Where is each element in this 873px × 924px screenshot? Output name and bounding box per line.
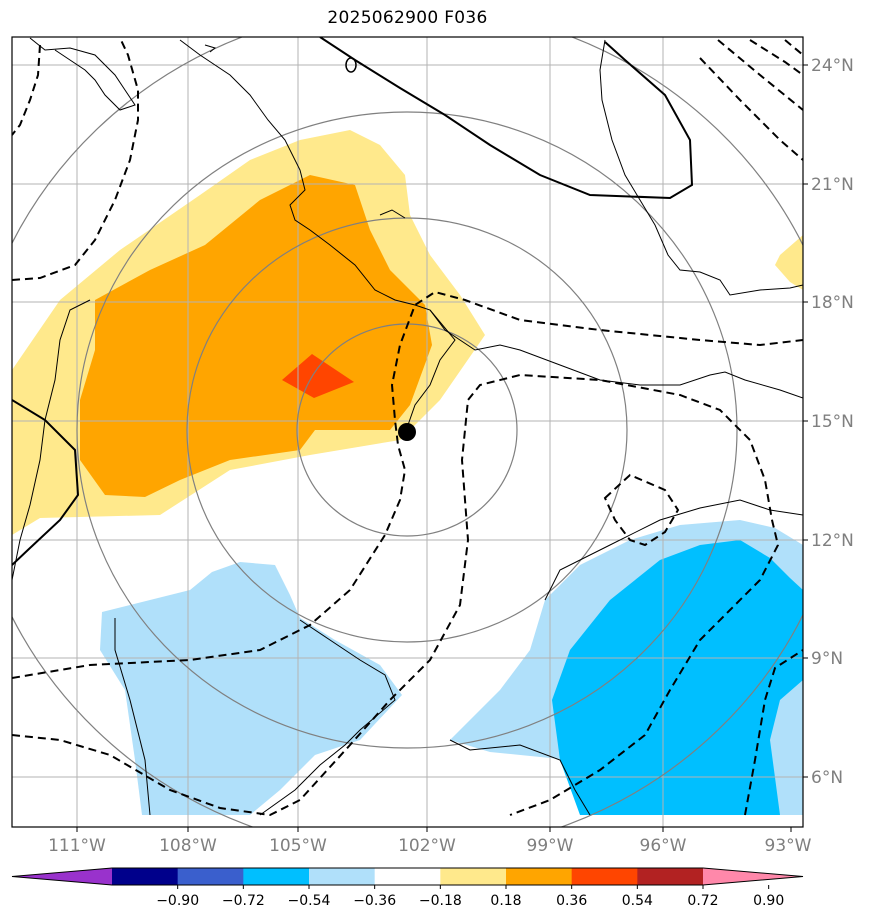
colorbar-segment bbox=[440, 868, 507, 885]
lat-tick-marks bbox=[803, 64, 808, 778]
lon-label: 93°W bbox=[765, 836, 812, 856]
colorbar-extend-low bbox=[12, 868, 112, 885]
lat-label: 12°N bbox=[811, 531, 854, 551]
dashed-contours bbox=[12, 37, 803, 817]
colorbar-segment bbox=[506, 868, 573, 885]
lon-labels: 111°W 108°W 105°W 102°W 99°W 96°W 93°W bbox=[48, 836, 812, 856]
colorbar-segment bbox=[571, 868, 638, 885]
lon-label: 99°W bbox=[527, 836, 574, 856]
plot-area bbox=[12, 37, 803, 827]
lon-label: 96°W bbox=[640, 836, 687, 856]
plot-frame bbox=[11, 36, 804, 828]
colorbar-segment bbox=[374, 868, 441, 885]
lat-label: 21°N bbox=[811, 175, 854, 195]
anomaly-fill-light-yellow-east bbox=[775, 235, 803, 290]
colorbar-tick-label: 0.54 bbox=[622, 893, 653, 909]
colorbar-tick-label: −0.90 bbox=[156, 893, 199, 909]
solid-contours bbox=[12, 37, 694, 566]
colorbar-segment bbox=[309, 868, 376, 885]
colorbar: −0.90 −0.72 −0.54 −0.36 −0.18 0.18 0.36 0.54 0.7… bbox=[11, 867, 804, 909]
lat-label: 9°N bbox=[811, 649, 843, 669]
colorbar-tick-label: −0.36 bbox=[353, 893, 396, 909]
lon-label: 108°W bbox=[159, 836, 217, 856]
colorbar-segment bbox=[243, 868, 310, 885]
graticule bbox=[12, 37, 803, 827]
lon-label: 105°W bbox=[269, 836, 327, 856]
colorbar-tick-label: 0.18 bbox=[490, 893, 521, 909]
lat-label: 24°N bbox=[811, 56, 854, 76]
range-rings bbox=[12, 37, 803, 827]
lat-label: 15°N bbox=[811, 412, 854, 432]
colorbar-extend-high bbox=[703, 868, 803, 885]
lon-tick-marks bbox=[76, 827, 792, 832]
colorbar-tick-label: 0.90 bbox=[753, 893, 784, 909]
colorbar-segment bbox=[637, 868, 704, 885]
storm-center-marker bbox=[398, 423, 416, 441]
anomaly-fill-blue-east bbox=[552, 540, 803, 815]
lat-label: 6°N bbox=[811, 768, 843, 788]
colorbar-tick-label: −0.18 bbox=[419, 893, 462, 909]
map-title: 2025062900 F036 bbox=[327, 8, 488, 28]
anomaly-fill-red bbox=[282, 354, 354, 398]
anomaly-fill-light-blue-west bbox=[100, 562, 402, 815]
lon-label: 111°W bbox=[48, 836, 106, 856]
lat-labels: 24°N 21°N 18°N 15°N 12°N 9°N 6°N bbox=[811, 56, 854, 788]
colorbar-outline bbox=[11, 867, 804, 886]
lon-label: 102°W bbox=[398, 836, 456, 856]
anomaly-fill-orange bbox=[80, 175, 432, 497]
colorbar-segment bbox=[177, 868, 244, 885]
colorbar-tick-label: −0.54 bbox=[288, 893, 331, 909]
colorbar-tick-label: −0.72 bbox=[222, 893, 265, 909]
lat-label: 18°N bbox=[811, 293, 854, 313]
colorbar-segment bbox=[112, 868, 179, 885]
colorbar-tick-label: 0.36 bbox=[556, 893, 587, 909]
colorbar-tick-label: 0.72 bbox=[687, 893, 718, 909]
